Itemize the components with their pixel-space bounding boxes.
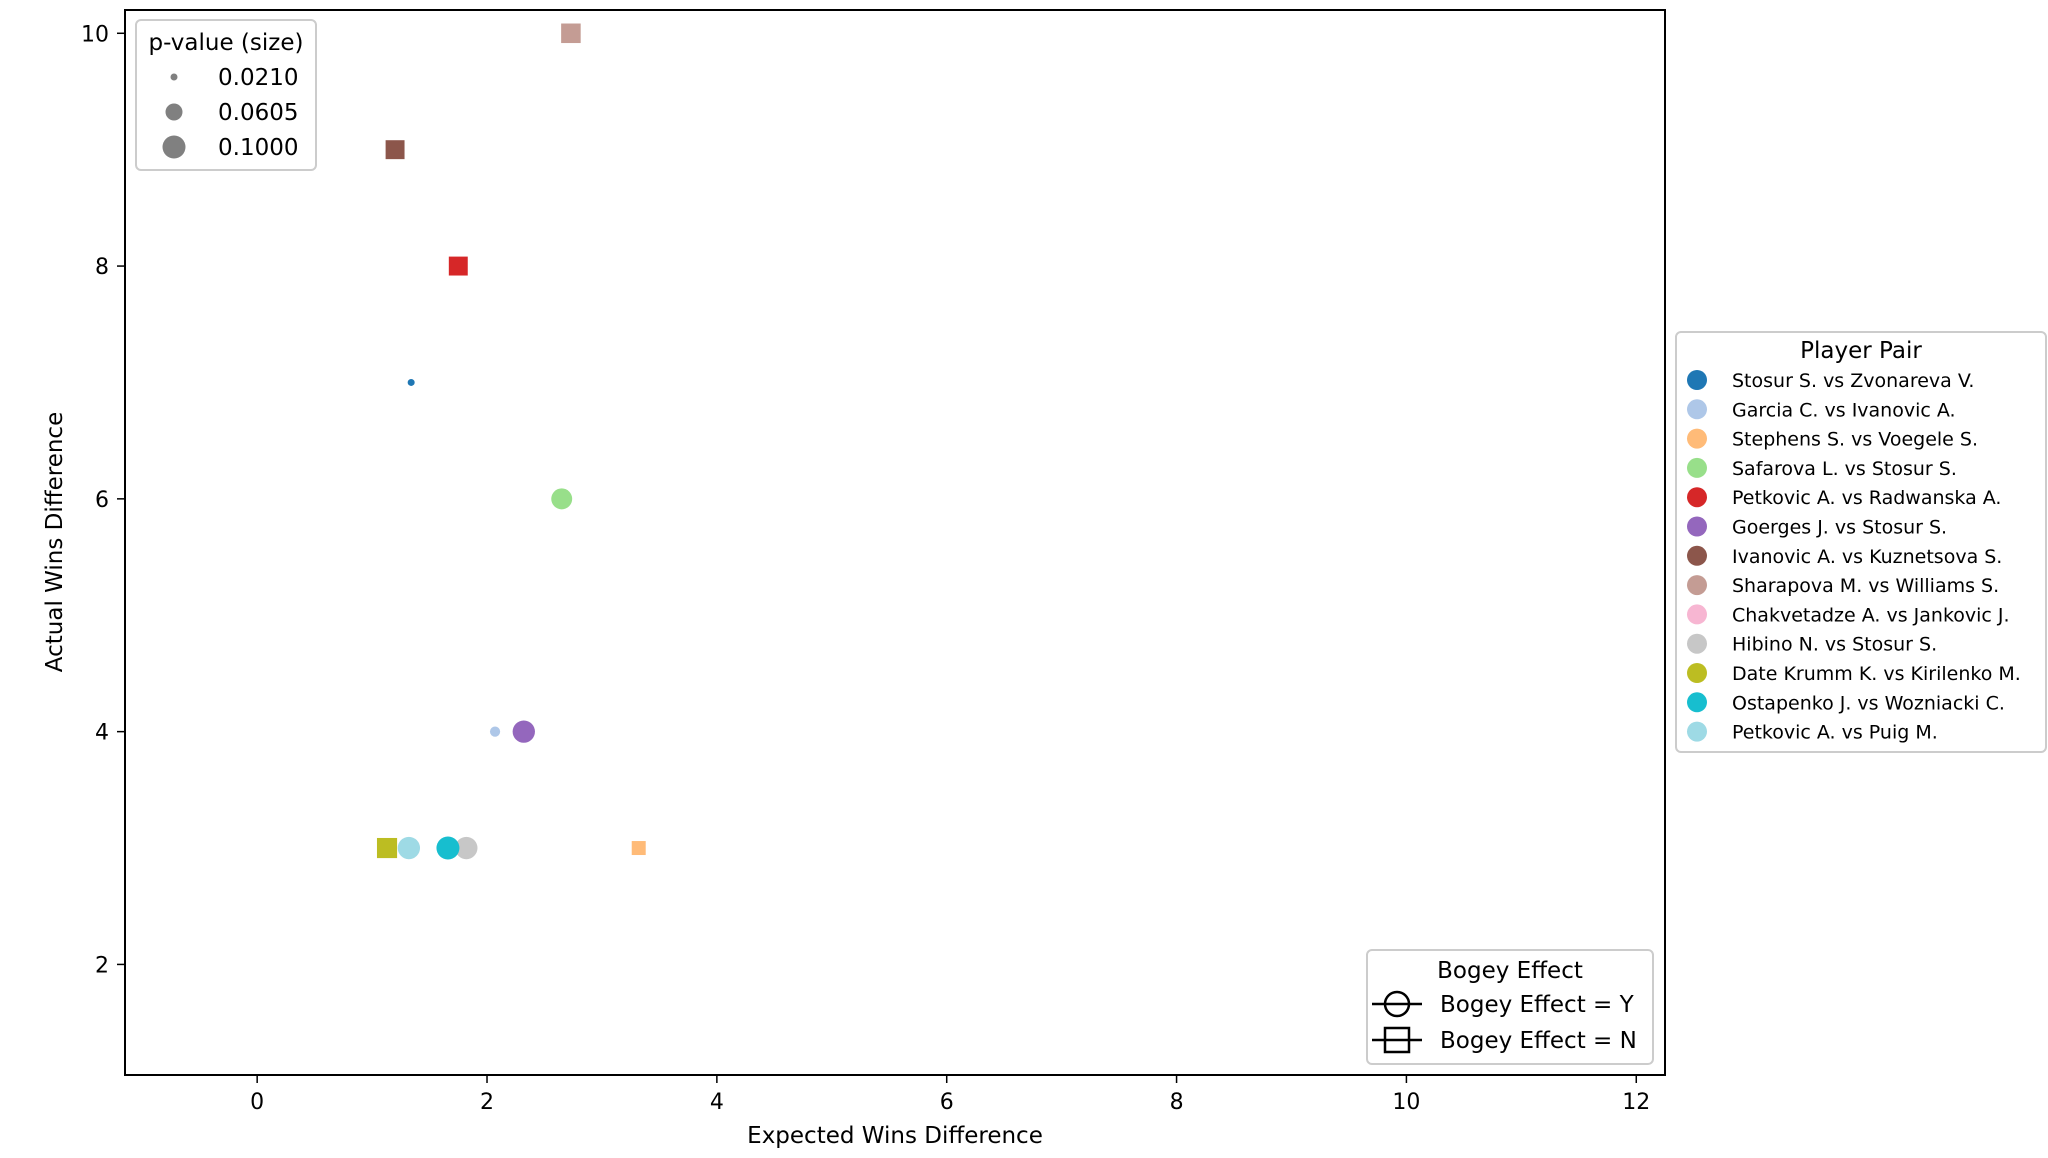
color-legend-swatch xyxy=(1687,575,1707,596)
data-point xyxy=(561,23,581,44)
data-point xyxy=(376,837,398,859)
color-legend-swatch xyxy=(1687,633,1707,654)
color-legend-label: Stephens S. vs Voegele S. xyxy=(1732,429,1978,451)
x-axis-label: Expected Wins Difference xyxy=(747,1123,1043,1149)
marker-legend: Bogey Effect Bogey Effect = Y Bogey Effec… xyxy=(1366,949,1654,1065)
data-points xyxy=(376,23,646,860)
color-legend-label: Hibino N. vs Stosur S. xyxy=(1732,634,1937,656)
marker-legend-label: Bogey Effect = N xyxy=(1440,1028,1637,1054)
data-point xyxy=(489,726,501,737)
color-legend: Player Pair Stosur S. vs Zvonareva V. Gar… xyxy=(1675,331,2047,753)
y-axis-label: Actual Wins Difference xyxy=(42,412,68,672)
marker-legend-circle xyxy=(1383,990,1411,1018)
color-legend-swatch xyxy=(1687,428,1707,449)
data-point xyxy=(448,256,468,276)
color-legend-swatch xyxy=(1687,545,1707,566)
x-tick-label: 8 xyxy=(1170,1090,1184,1115)
data-point xyxy=(397,836,421,860)
size-legend: p-value (size) 0.0210 0.0605 0.1000 xyxy=(135,19,317,171)
x-tick-label: 0 xyxy=(250,1090,264,1115)
size-legend-title: p-value (size) xyxy=(149,30,304,56)
color-legend-label: Ivanovic A. vs Kuznetsova S. xyxy=(1732,546,2002,568)
x-tick-label: 10 xyxy=(1392,1090,1420,1115)
color-legend-label: Safarova L. vs Stosur S. xyxy=(1732,458,1957,480)
size-legend-label: 0.0210 xyxy=(218,65,298,91)
color-legend-swatch xyxy=(1687,516,1707,537)
color-legend-swatch xyxy=(1687,721,1707,742)
marker-legend-title: Bogey Effect xyxy=(1437,958,1583,984)
data-point xyxy=(407,378,415,386)
color-legend-label: Stosur S. vs Zvonareva V. xyxy=(1732,370,1974,392)
data-point xyxy=(512,720,535,743)
color-legend-title: Player Pair xyxy=(1800,338,1922,364)
x-tick-label: 12 xyxy=(1622,1090,1650,1115)
y-tick-label: 6 xyxy=(95,488,109,513)
size-legend-label: 0.0605 xyxy=(218,100,298,126)
color-legend-label: Petkovic A. vs Radwanska A. xyxy=(1732,487,2001,509)
color-legend-label: Chakvetadze A. vs Jankovic J. xyxy=(1732,604,2010,626)
color-legend-swatch xyxy=(1687,604,1707,625)
data-point xyxy=(436,836,460,860)
color-legend-label: Goerges J. vs Stosur S. xyxy=(1732,517,1947,539)
size-legend-label: 0.1000 xyxy=(218,135,298,161)
color-legend-label: Petkovic A. vs Puig M. xyxy=(1732,722,1938,744)
marker-legend-label: Bogey Effect = Y xyxy=(1440,992,1635,1018)
data-point xyxy=(631,841,646,856)
x-tick-label: 4 xyxy=(710,1090,724,1115)
data-point xyxy=(385,140,405,160)
data-point xyxy=(551,488,573,510)
data-point xyxy=(455,836,478,860)
marker-legend-square xyxy=(1383,1026,1411,1054)
color-legend-box xyxy=(1675,331,2047,753)
color-legend-swatch xyxy=(1687,663,1707,683)
y-tick-label: 10 xyxy=(81,22,109,47)
x-tick-label: 2 xyxy=(480,1090,494,1115)
y-tick-label: 4 xyxy=(95,721,109,746)
plot-area xyxy=(124,9,1666,1076)
y-tick-label: 8 xyxy=(95,255,109,280)
x-tick-label: 6 xyxy=(940,1090,954,1115)
color-legend-label: Sharapova M. vs Williams S. xyxy=(1732,575,1999,597)
size-legend-box xyxy=(135,19,317,171)
color-legend-swatch xyxy=(1687,692,1707,713)
color-legend-swatch xyxy=(1687,399,1707,420)
color-legend-label: Garcia C. vs Ivanovic A. xyxy=(1732,399,1956,421)
size-legend-marker xyxy=(162,135,186,159)
color-legend-swatch xyxy=(1687,457,1707,478)
color-legend-label: Ostapenko J. vs Wozniacki C. xyxy=(1732,692,2005,714)
size-legend-marker xyxy=(165,103,183,121)
marker-legend-box xyxy=(1366,949,1654,1065)
color-legend-label: Date Krumm K. vs Kirilenko M. xyxy=(1732,663,2021,685)
color-legend-swatch xyxy=(1687,487,1707,508)
y-tick-label: 2 xyxy=(95,953,109,978)
color-legend-swatch xyxy=(1687,370,1707,390)
axis-ticks: 0 2 4 6 8 10 12 2 4 6 8 10 xyxy=(81,22,1650,1115)
size-legend-marker xyxy=(170,73,178,81)
